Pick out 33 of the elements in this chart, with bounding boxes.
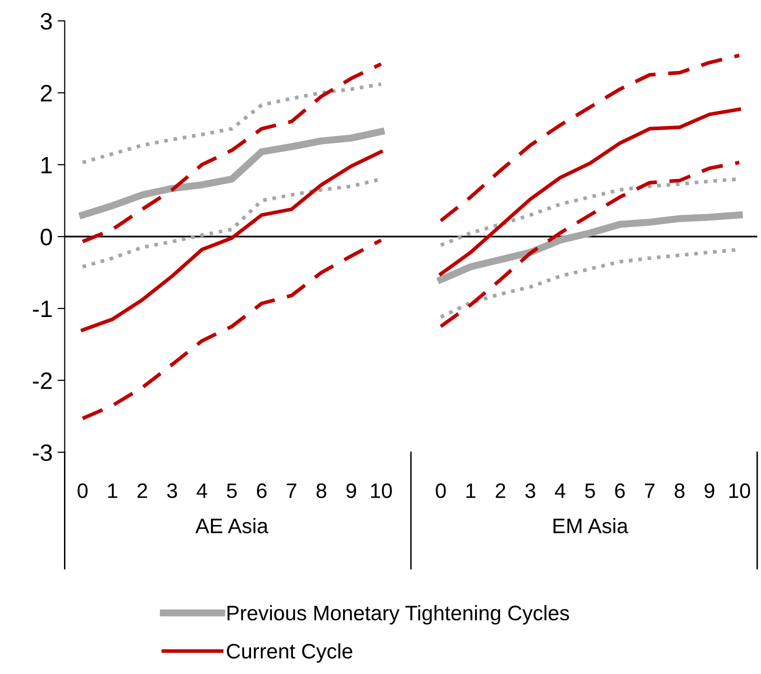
x-tick-label: 5 [226, 484, 237, 498]
x-tick-label: 9 [704, 483, 714, 498]
x-tick-label: 0 [78, 483, 88, 498]
y-tick-label: -1 [32, 300, 52, 318]
x-tick-label: 3 [525, 483, 536, 498]
x-tick-label: 8 [674, 483, 684, 498]
y-tick-label: 2 [40, 84, 52, 102]
y-tick-label: 0 [40, 228, 52, 246]
text: EM Asia [554, 518, 628, 534]
x-tick-label: 8 [316, 483, 326, 498]
y-tick-label: -2 [32, 372, 52, 389]
x-tick-label: 5 [585, 484, 595, 498]
y-tick-label: 3 [40, 12, 52, 30]
x-tick-label: 9 [346, 483, 356, 498]
x-tick-label: 7 [645, 484, 654, 498]
x-tick-label: 2 [496, 483, 506, 498]
x-tick-label: 1 [466, 484, 476, 498]
y-tick-label: 1 [42, 156, 52, 174]
text: AE Asia [195, 518, 268, 534]
x-tick-label: 0 [436, 483, 446, 498]
legend-label: Current Cycle [226, 643, 352, 663]
x-tick-label: 10 [371, 483, 392, 498]
x-tick-label: 7 [286, 484, 296, 498]
x-tick-label: 4 [196, 484, 208, 498]
legend-label: Previous Monetary Tightening Cycles [228, 605, 570, 625]
x-tick-label: 1 [108, 484, 118, 498]
x-tick-label: 3 [167, 483, 178, 498]
x-tick-label: 4 [554, 484, 566, 498]
x-tick-label: 10 [729, 483, 750, 498]
x-tick-label: 6 [615, 483, 625, 498]
x-tick-label: 2 [138, 483, 148, 498]
y-tick-label: -3 [32, 444, 52, 462]
x-tick-label: 6 [256, 483, 267, 498]
